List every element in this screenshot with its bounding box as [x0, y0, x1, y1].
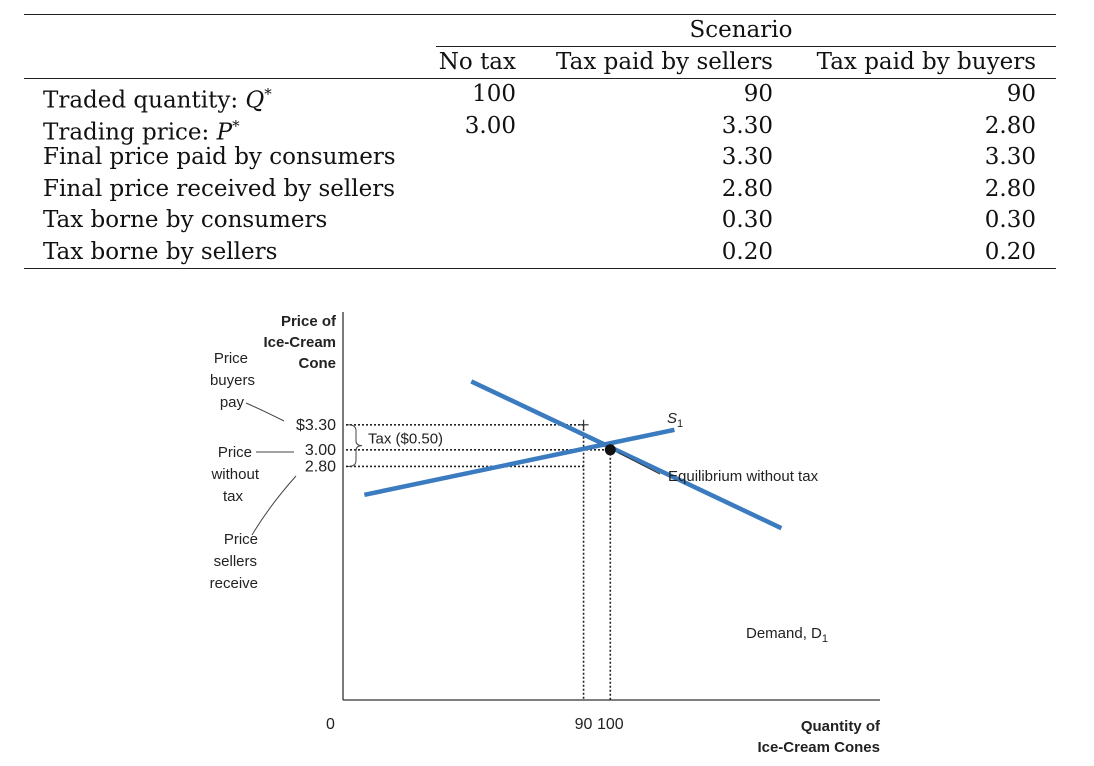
tax-incidence-table: Scenario No tax Tax paid by sellers Tax … — [24, 14, 1056, 269]
y-tick-label: 2.80 — [305, 458, 336, 475]
equilibrium-leader — [618, 452, 661, 475]
table-header-rule — [24, 78, 1056, 79]
side-label-without-tax: without — [210, 466, 259, 483]
origin-label: 0 — [326, 716, 335, 733]
row-label-text: Traded quantity: — [43, 87, 246, 114]
table-cell: 3.30 — [721, 112, 773, 139]
row-label-symbol: P — [216, 119, 233, 146]
table-body: Traded quantity: Q* 100 90 90 Trading price:… — [24, 79, 1056, 268]
row-label: Final price paid by consumers — [43, 142, 396, 174]
row-label: Final price received by sellers — [43, 174, 395, 206]
side-label-buyers-pay: buyers — [210, 372, 255, 389]
demand-curve — [470, 379, 783, 531]
tax-bracket — [347, 424, 363, 467]
row-label: Traded quantity: Q* — [43, 79, 272, 117]
x-tick-label: 100 — [597, 716, 624, 733]
buyers-pay-leader — [245, 402, 285, 422]
equilibrium-point — [604, 444, 616, 456]
side-label-without-tax: tax — [223, 488, 244, 505]
table-bottom-rule — [24, 268, 1056, 269]
table-cell: 0.20 — [984, 238, 1036, 265]
scenario-header: Scenario — [689, 17, 793, 43]
y-axis-label: Cone — [299, 355, 337, 372]
table-row: Trading price: P* 3.00 3.30 2.80 — [24, 111, 1056, 146]
table-row: Traded quantity: Q* 100 90 90 — [24, 79, 1056, 114]
table-cell: 3.30 — [984, 144, 1036, 170]
table-cell: 0.30 — [721, 207, 773, 233]
col-header-tax-sellers: Tax paid by sellers — [556, 48, 773, 75]
x-tick-label: 90 — [575, 716, 593, 733]
row-label: Trading price: P* — [43, 111, 240, 149]
table-row: Final price paid by consumers 3.30 3.30 — [24, 142, 1056, 174]
row-label: Tax borne by sellers — [43, 237, 277, 269]
scenario-rule — [436, 46, 1056, 47]
y-tick-label: $3.30 — [296, 417, 336, 434]
supply-label: S1 — [667, 410, 683, 430]
side-label-buyers-pay: pay — [220, 394, 245, 411]
table-cell: 0.20 — [721, 238, 773, 265]
table-row: Tax borne by consumers 0.30 0.30 — [24, 205, 1056, 237]
table-cell: 100 — [472, 81, 516, 107]
row-label-text: Trading price: — [43, 119, 217, 146]
side-label-buyers-pay: Price — [214, 350, 248, 367]
side-label-sellers-receive: receive — [210, 575, 258, 592]
col-header-tax-buyers: Tax paid by buyers — [816, 48, 1036, 75]
table-row: Final price received by sellers 2.80 2.80 — [24, 174, 1056, 206]
y-axis-label: Ice-Cream — [263, 334, 336, 351]
table-cell: 0.30 — [984, 207, 1036, 233]
row-label-text: Final price paid by consumers — [43, 144, 396, 170]
sellers-receive-leader — [251, 475, 297, 536]
equilibrium-label: Equilibrium without tax — [668, 468, 819, 485]
row-label-symbol: Q — [245, 87, 265, 114]
demand-label: Demand, D1 — [746, 625, 828, 645]
x-axis-label: Quantity of — [801, 718, 881, 735]
table-cell: 3.30 — [721, 144, 773, 170]
col-header-no-tax: No tax — [438, 48, 516, 75]
row-label-text: Tax borne by sellers — [43, 238, 278, 265]
side-label-without-tax: Price — [218, 444, 252, 461]
row-label-text: Tax borne by consumers — [43, 207, 328, 233]
table-cell: 2.80 — [984, 112, 1036, 139]
supply-curve — [363, 427, 675, 498]
table-cell: 3.00 — [464, 112, 516, 139]
table-cell: 90 — [743, 81, 773, 107]
tax-bracket-label: Tax ($0.50) — [368, 431, 443, 448]
table-cell: 90 — [1006, 81, 1036, 107]
x-axis-label: Ice-Cream Cones — [757, 739, 880, 756]
row-label-text: Final price received by sellers — [43, 175, 396, 202]
row-label: Tax borne by consumers — [43, 205, 327, 237]
y-tick-label: 3.00 — [305, 442, 336, 459]
side-label-sellers-receive: Price — [224, 531, 258, 548]
table-top-rule — [24, 14, 1056, 15]
table-header-row: No tax Tax paid by sellers Tax paid by b… — [24, 47, 1056, 79]
row-label-star: * — [232, 116, 240, 135]
y-axis-label: Price of — [281, 313, 337, 330]
row-label-star: * — [264, 85, 272, 103]
table-scenario-row: Scenario — [24, 15, 1056, 47]
table-row: Tax borne by sellers 0.20 0.20 — [24, 237, 1056, 269]
table-cell: 2.80 — [984, 175, 1036, 202]
table-cell: 2.80 — [721, 175, 773, 202]
side-label-sellers-receive: sellers — [214, 553, 257, 570]
